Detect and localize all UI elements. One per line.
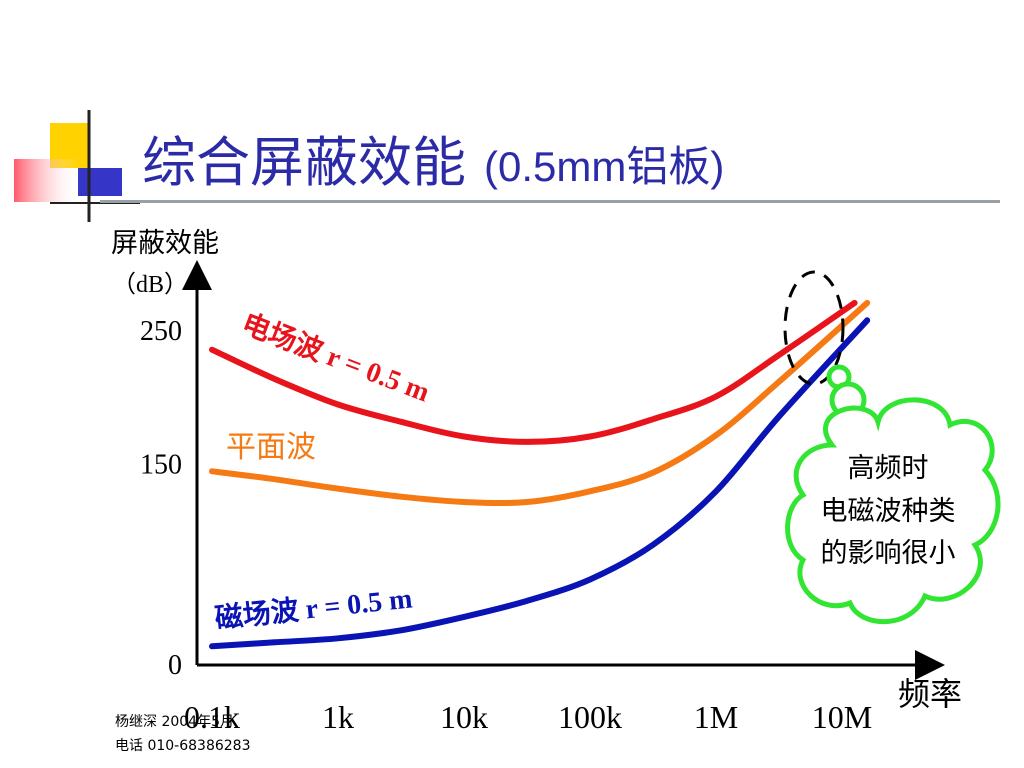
x-tick-label: 0.1k xyxy=(184,699,240,735)
series-label-plane: 平面波 xyxy=(226,430,316,465)
x-tick-label: 10k xyxy=(440,699,488,735)
x-tick-label: 10M xyxy=(812,699,872,735)
highlight-dashed-ellipse xyxy=(783,270,845,386)
y-axis-label-line1: 屏蔽效能 xyxy=(111,228,219,259)
y-tick-labels: 0 150 250 xyxy=(140,316,182,681)
cloud-body xyxy=(785,397,1001,625)
red-gradient-bar xyxy=(14,159,80,202)
series-lines xyxy=(209,299,871,650)
y-tick-label: 0 xyxy=(168,650,182,681)
slide-title: 综合屏蔽效能 (0.5mm铝板) xyxy=(142,118,724,197)
x-tick-label: 100k xyxy=(558,699,622,735)
series-line-electric xyxy=(209,299,858,445)
x-axis-label: 频率 xyxy=(898,675,962,713)
title-underline xyxy=(100,200,1000,203)
x-tick-labels: 0.1k 1k 10k 100k 1M 10M xyxy=(184,699,872,735)
series-line-plane xyxy=(209,299,871,507)
series-label-electric: 电场波 r = 0.5 m xyxy=(237,308,434,409)
cloud-text-line1: 高频时 xyxy=(848,453,929,484)
cloud-text-line2: 电磁波种类 xyxy=(821,496,956,527)
title-main: 综合屏蔽效能 xyxy=(142,131,466,194)
x-tick-label: 1M xyxy=(694,699,738,735)
cloud-text-line3: 的影响很小 xyxy=(821,538,956,569)
footer-author-date: 杨继深 2004年5月 xyxy=(115,714,234,730)
x-tick-label: 1k xyxy=(322,699,354,735)
y-tick-label: 150 xyxy=(140,450,182,481)
thought-cloud: 高频时 电磁波种类 的影响很小 xyxy=(785,364,1001,625)
footer-phone: 电话 010-68386283 xyxy=(115,738,251,754)
y-tick-label: 250 xyxy=(140,316,182,347)
blue-square xyxy=(78,168,122,196)
title-suffix: (0.5mm铝板) xyxy=(484,143,725,190)
series-label-magnetic: 磁场波 r = 0.5 m xyxy=(213,582,413,635)
y-axis-label-line2: （dB） xyxy=(112,272,188,298)
series-line-magnetic xyxy=(209,317,871,650)
